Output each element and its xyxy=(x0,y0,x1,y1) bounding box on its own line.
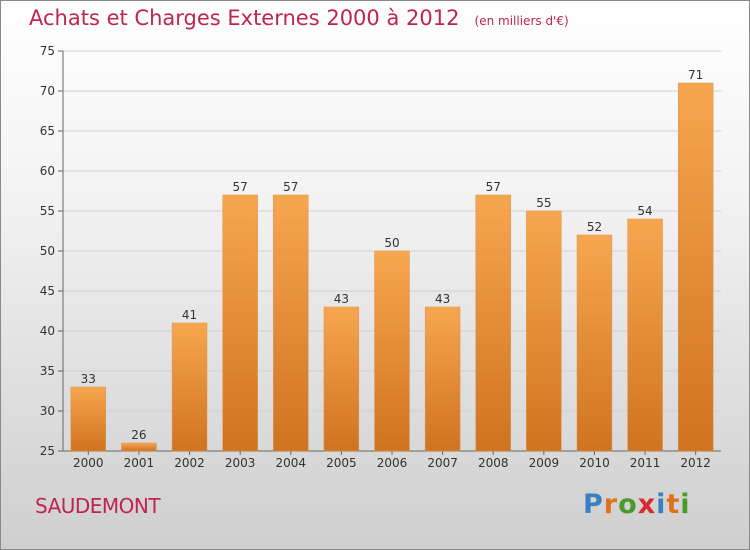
y-tick-label: 30 xyxy=(40,404,55,418)
commune-name: SAUDEMONT xyxy=(35,494,161,518)
bar xyxy=(475,194,511,452)
data-label: 43 xyxy=(334,292,349,306)
chart-unit-label: (en milliers d'€) xyxy=(474,14,569,28)
data-label: 57 xyxy=(283,180,298,194)
proxiti-logo[interactable]: Proxiti xyxy=(583,489,691,520)
bar xyxy=(171,322,208,452)
bar xyxy=(627,218,663,452)
bar xyxy=(273,194,309,452)
y-tick-label: 55 xyxy=(40,204,55,218)
x-tick-label: 2010 xyxy=(579,456,610,470)
chart-title-block: Achats et Charges Externes 2000 à 2012 (… xyxy=(29,6,569,30)
data-label: 26 xyxy=(131,428,146,442)
data-label: 54 xyxy=(637,204,652,218)
data-label: 43 xyxy=(435,292,450,306)
logo-letter: P xyxy=(583,489,604,520)
labels: 25 30 35 40 45 50 55 60 65 70 75 2000 33 2001 26 2002 41… xyxy=(40,44,711,470)
data-label: 55 xyxy=(536,196,551,210)
data-label: 71 xyxy=(688,68,703,82)
x-tick-label: 2001 xyxy=(124,456,155,470)
logo-letter: i xyxy=(656,489,667,520)
bar xyxy=(323,306,360,452)
y-tick-label: 50 xyxy=(40,244,55,258)
bar xyxy=(70,386,107,452)
data-label: 41 xyxy=(182,308,197,322)
bar xyxy=(121,442,157,452)
y-tick-label: 65 xyxy=(40,124,55,138)
x-tick-label: 2002 xyxy=(174,456,205,470)
x-tick-label: 2000 xyxy=(73,456,104,470)
y-tick-label: 45 xyxy=(40,284,55,298)
x-tick-label: 2004 xyxy=(275,456,306,470)
x-tick-label: 2009 xyxy=(529,456,560,470)
data-label: 33 xyxy=(81,372,96,386)
logo-letter: x xyxy=(637,489,657,520)
bars xyxy=(70,82,714,452)
data-label: 57 xyxy=(233,180,248,194)
logo-letter: t xyxy=(666,489,681,520)
x-tick-label: 2006 xyxy=(377,456,408,470)
x-tick-label: 2007 xyxy=(427,456,458,470)
data-label: 52 xyxy=(587,220,602,234)
x-tick-label: 2011 xyxy=(630,456,661,470)
y-tick-label: 40 xyxy=(40,324,55,338)
x-tick-label: 2003 xyxy=(225,456,256,470)
bar xyxy=(677,82,714,452)
bar xyxy=(424,306,461,452)
logo-letter: i xyxy=(680,489,691,520)
y-tick-label: 60 xyxy=(40,164,55,178)
x-tick-label: 2008 xyxy=(478,456,509,470)
bar xyxy=(374,250,410,452)
y-tick-label: 35 xyxy=(40,364,55,378)
chart-title: Achats et Charges Externes 2000 à 2012 xyxy=(29,6,460,30)
bar xyxy=(222,194,258,452)
data-label: 57 xyxy=(486,180,501,194)
bar xyxy=(576,234,613,452)
y-tick-label: 70 xyxy=(40,84,55,98)
x-tick-label: 2012 xyxy=(680,456,711,470)
logo-letter: r xyxy=(603,489,619,520)
y-tick-label: 75 xyxy=(40,44,55,58)
logo-letter: o xyxy=(618,489,638,520)
x-tick-label: 2005 xyxy=(326,456,357,470)
data-label: 50 xyxy=(384,236,399,250)
bar xyxy=(526,210,562,452)
y-tick-label: 25 xyxy=(40,444,55,458)
